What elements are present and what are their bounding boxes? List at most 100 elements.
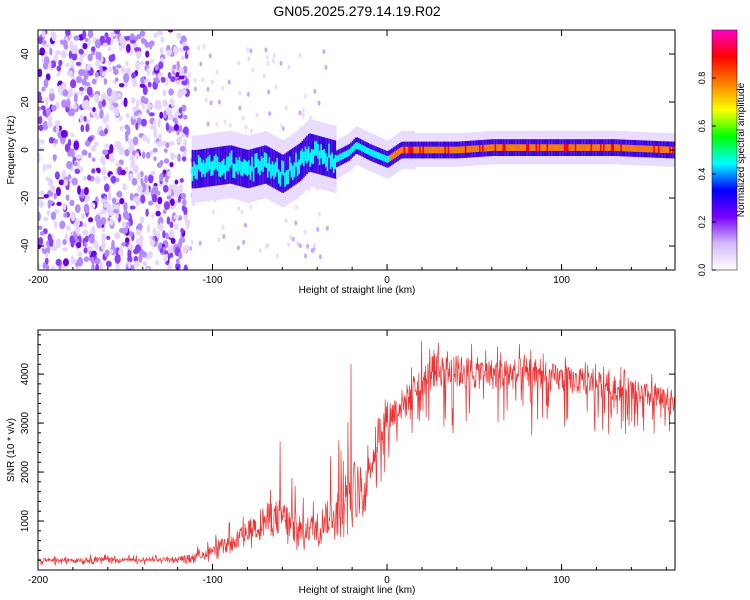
ridge-core <box>296 161 300 177</box>
ridge-core <box>571 144 574 151</box>
noise-speck <box>60 129 68 138</box>
noise-speck <box>146 103 153 109</box>
ridge-core <box>281 160 284 175</box>
noise-speck <box>55 238 62 249</box>
ridge-core <box>494 144 497 151</box>
noise-speck <box>317 100 321 106</box>
noise-speck <box>163 148 168 153</box>
noise-speck <box>74 161 78 167</box>
noise-speck <box>127 231 134 237</box>
noise-speck <box>83 115 87 122</box>
ridge-core <box>409 146 413 154</box>
ridge-core <box>648 145 651 153</box>
colorbar-tick-label: 0.2 <box>697 216 707 229</box>
ridge-core <box>554 144 557 151</box>
noise-speck <box>284 105 288 111</box>
ridge-core <box>255 153 259 168</box>
ridge-core <box>457 146 460 154</box>
noise-speck <box>149 42 153 50</box>
ridge-core <box>210 161 213 177</box>
ridge-core <box>581 144 584 151</box>
noise-speck <box>48 91 55 102</box>
noise-speck <box>38 106 42 111</box>
noise-speck <box>249 48 253 54</box>
noise-speck <box>280 123 284 129</box>
noise-speck <box>77 185 81 195</box>
noise-speck <box>139 76 146 85</box>
noise-speck <box>70 79 77 89</box>
noise-speck <box>39 231 45 236</box>
ridge-core <box>248 160 251 175</box>
noise-speck <box>129 39 136 44</box>
noise-speck <box>62 89 69 97</box>
noise-speck <box>119 34 125 45</box>
ridge-core <box>620 144 623 152</box>
noise-speck <box>83 247 88 254</box>
noise-speck <box>144 175 148 184</box>
noise-speck <box>142 85 148 96</box>
noise-speck <box>75 61 82 66</box>
noise-speck <box>49 47 53 56</box>
noise-speck <box>67 110 75 117</box>
noise-speck <box>99 155 106 165</box>
noise-speck <box>182 114 188 120</box>
noise-speck <box>78 48 84 55</box>
ridge-core <box>433 146 436 154</box>
noise-speck <box>45 163 52 169</box>
noise-speck <box>272 58 276 64</box>
noise-speck <box>153 103 159 110</box>
noise-speck <box>64 233 69 240</box>
noise-speck <box>115 177 120 183</box>
ridge-core <box>540 144 543 151</box>
ridge-core <box>516 144 519 151</box>
noise-speck <box>211 209 215 215</box>
noise-speck <box>107 190 112 201</box>
noise-speck <box>50 60 57 69</box>
ridge-core <box>364 146 367 154</box>
ridge-core <box>557 144 560 151</box>
noise-speck <box>296 241 300 247</box>
noise-speck <box>264 47 268 53</box>
ridge-core <box>241 161 245 177</box>
ridge-core <box>563 144 567 151</box>
ridge-core <box>378 152 381 160</box>
noise-speck <box>287 64 291 70</box>
noise-speck <box>104 143 110 149</box>
noise-speck <box>122 221 127 229</box>
spectrogram-y-tick-label: -40 <box>20 238 31 253</box>
ridge-core <box>632 145 636 152</box>
ridge-core <box>422 146 425 154</box>
ridge-core <box>629 144 632 152</box>
noise-speck <box>132 115 136 120</box>
noise-speck <box>62 247 68 252</box>
noise-speck <box>206 86 210 92</box>
ridge-core <box>664 146 667 154</box>
noise-speck <box>38 142 41 148</box>
noise-speck <box>173 123 180 132</box>
noise-speck <box>166 195 172 200</box>
ridge-core <box>475 145 479 153</box>
noise-speck <box>180 88 187 95</box>
noise-speck <box>94 93 100 104</box>
noise-speck <box>82 229 89 236</box>
snr-x-tick-label: -100 <box>203 575 223 586</box>
noise-speck <box>183 45 190 52</box>
noise-speck <box>90 202 96 210</box>
ridge-core <box>435 146 438 154</box>
noise-speck <box>124 237 130 244</box>
noise-speck <box>44 56 50 65</box>
ridge-core <box>359 143 362 151</box>
ridge-core <box>477 145 480 152</box>
noise-speck <box>287 242 291 248</box>
noise-speck <box>179 178 184 183</box>
noise-speck <box>65 30 71 37</box>
noise-speck <box>53 138 59 144</box>
noise-speck <box>124 213 130 221</box>
ridge-core <box>636 145 639 152</box>
ridge-core <box>318 150 322 166</box>
noise-speck <box>108 152 114 162</box>
ridge-core <box>515 144 518 151</box>
noise-speck <box>82 175 88 181</box>
noise-speck <box>105 260 112 268</box>
noise-speck <box>139 83 146 88</box>
